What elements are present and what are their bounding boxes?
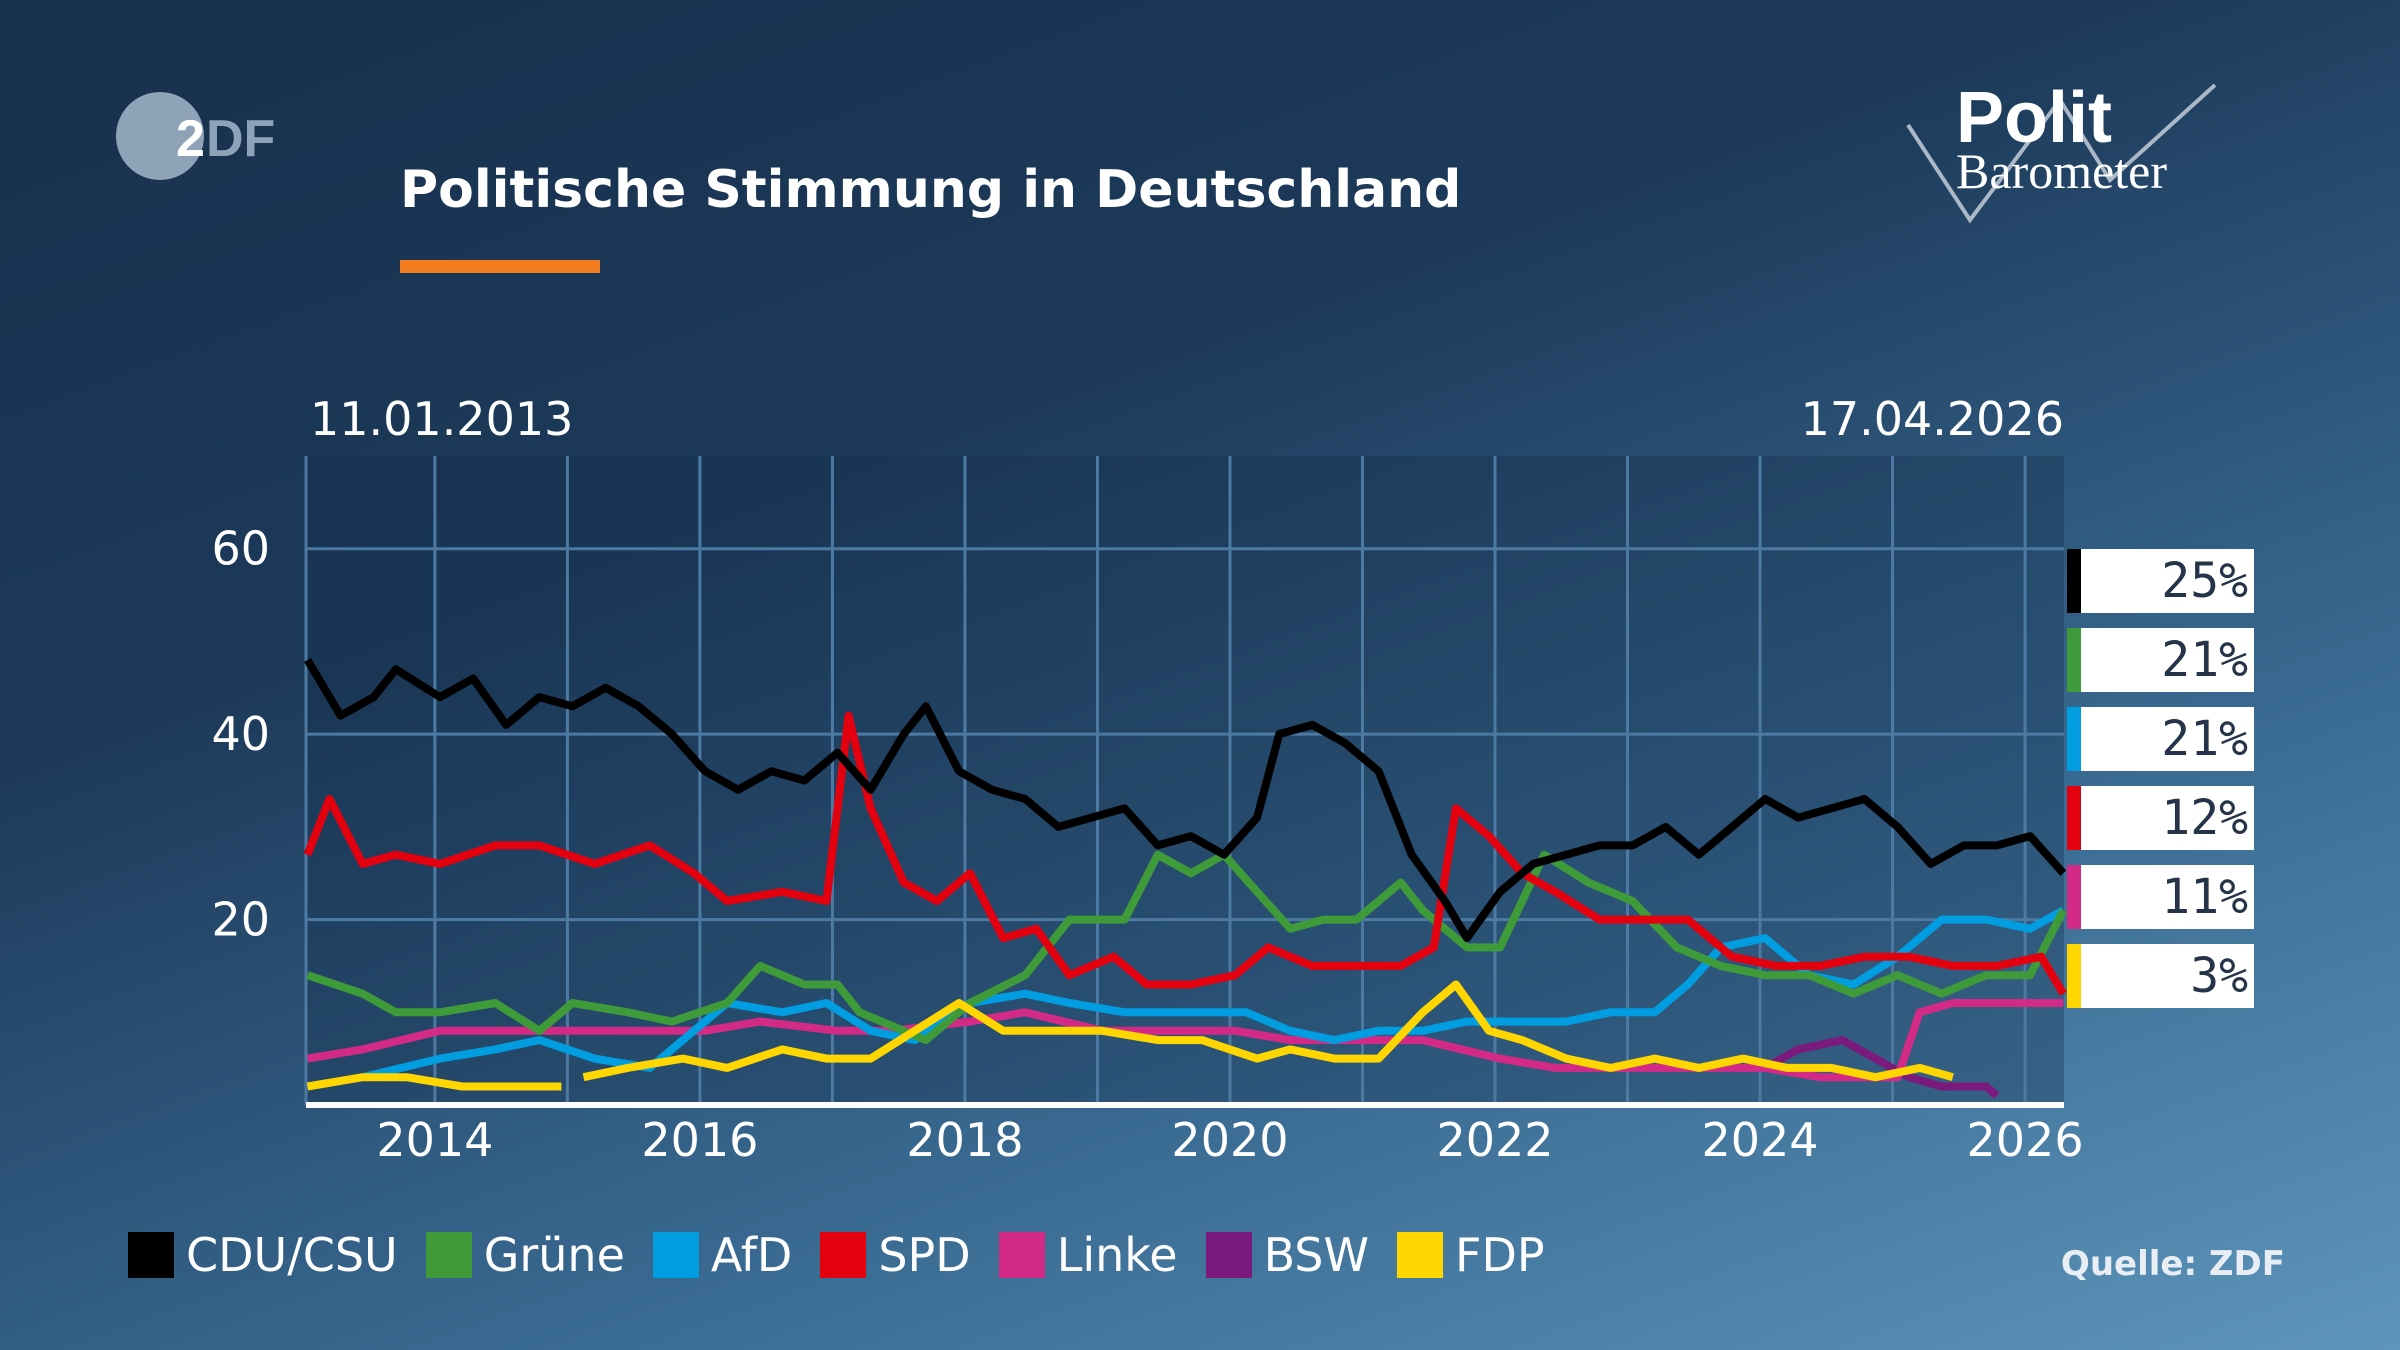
y-tick-label: 40 <box>211 707 270 761</box>
plot-area <box>306 456 2064 1105</box>
current-value: 11% <box>2161 869 2248 925</box>
start-date-label: 11.01.2013 <box>310 392 574 446</box>
legend-item: BSW <box>1205 1228 1369 1282</box>
legend-label: SPD <box>878 1228 971 1282</box>
legend: CDU/CSU Grüne AfD SPD Linke BSW FDP <box>128 1228 1573 1282</box>
end-date-label: 17.04.2026 <box>1800 392 2064 446</box>
series-color-stripe <box>2067 865 2081 929</box>
zdf-logo: 2 DF <box>114 90 284 182</box>
x-tick-label: 2022 <box>1436 1113 1553 1167</box>
legend-label: FDP <box>1455 1228 1545 1282</box>
current-value: 3% <box>2190 948 2248 1004</box>
current-value-box: 11% <box>2067 865 2254 929</box>
legend-swatch <box>1205 1232 1252 1278</box>
series-color-stripe <box>2067 707 2081 771</box>
current-value: 21% <box>2161 632 2248 688</box>
legend-item: SPD <box>820 1228 971 1282</box>
legend-label: CDU/CSU <box>186 1228 398 1282</box>
legend-swatch <box>1397 1232 1443 1278</box>
x-tick-label: 2018 <box>906 1113 1023 1167</box>
legend-item: Linke <box>998 1228 1178 1282</box>
svg-text:Barometer: Barometer <box>1956 143 2167 199</box>
legend-label: Grüne <box>483 1228 625 1282</box>
series-line-spd <box>303 711 2067 996</box>
x-tick-label: 2020 <box>1171 1113 1288 1167</box>
current-value-box: 3% <box>2067 944 2254 1008</box>
current-value: 21% <box>2161 711 2248 767</box>
svg-text:DF: DF <box>206 110 275 168</box>
series-color-stripe <box>2067 786 2081 850</box>
svg-text:2: 2 <box>176 110 205 168</box>
legend-swatch <box>998 1232 1045 1278</box>
source-label: Quelle: ZDF <box>2060 1244 2285 1284</box>
series-color-stripe <box>2067 628 2081 692</box>
legend-item: AfD <box>652 1228 793 1282</box>
x-tick-label: 2026 <box>1967 1113 2084 1167</box>
series-line-bsw <box>1763 1036 2000 1099</box>
current-value: 25% <box>2161 553 2248 609</box>
current-value: 12% <box>2161 790 2248 846</box>
current-value-box: 21% <box>2067 628 2254 692</box>
x-tick-label: 2014 <box>376 1113 493 1167</box>
legend-swatch <box>425 1232 472 1278</box>
series-color-stripe <box>2067 549 2081 613</box>
legend-item: Grüne <box>425 1228 625 1282</box>
series-line-cdu-csu <box>304 657 2067 943</box>
legend-item: CDU/CSU <box>128 1228 398 1282</box>
politbarometer-logo: Polit Barometer <box>1900 70 2230 230</box>
x-tick-label: 2024 <box>1701 1113 1818 1167</box>
x-tick-label: 2016 <box>641 1113 758 1167</box>
svg-text:Polit: Polit <box>1956 78 2112 158</box>
chart-title: Politische Stimmung in Deutschland <box>400 160 1462 220</box>
legend-swatch <box>652 1232 699 1278</box>
y-tick-label: 20 <box>211 893 270 947</box>
legend-label: Linke <box>1056 1228 1178 1282</box>
title-accent-bar <box>400 260 600 273</box>
legend-label: AfD <box>710 1228 793 1282</box>
legend-swatch <box>820 1232 867 1278</box>
series-line-linke <box>306 999 2064 1082</box>
current-value-box: 12% <box>2067 786 2254 850</box>
series-line-fdp <box>306 980 1954 1091</box>
y-tick-label: 60 <box>211 522 270 576</box>
current-value-box: 25% <box>2067 549 2254 613</box>
legend-label: BSW <box>1263 1228 1369 1282</box>
legend-item: FDP <box>1397 1228 1545 1282</box>
series-color-stripe <box>2067 944 2081 1008</box>
current-value-box: 21% <box>2067 707 2254 771</box>
legend-swatch <box>128 1232 174 1278</box>
